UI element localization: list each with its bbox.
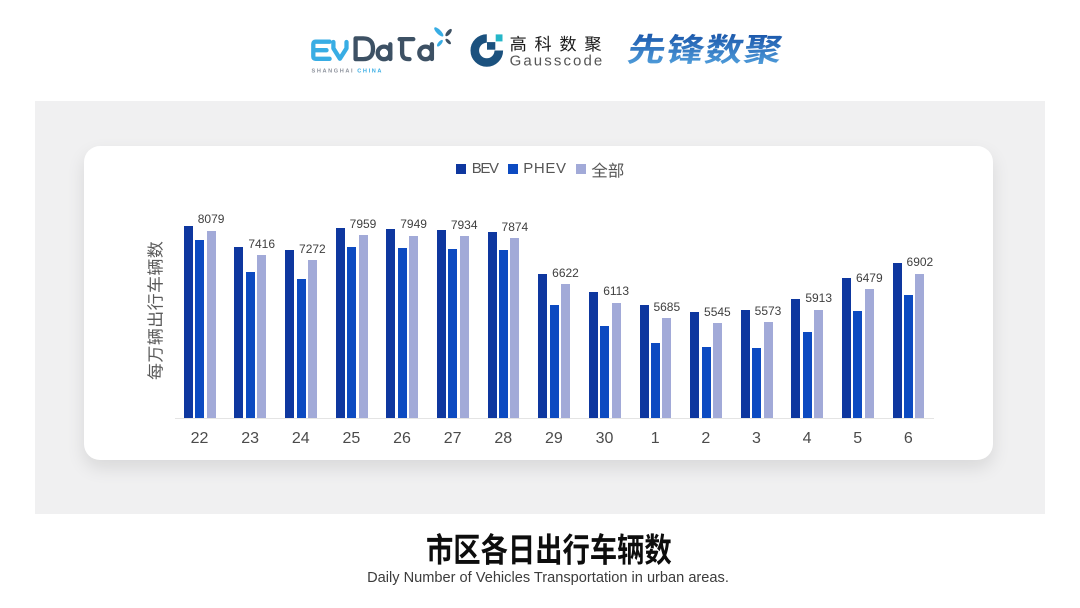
svg-text:Gausscode: Gausscode: [510, 52, 605, 69]
svg-text:SHANGHAI CHINA: SHANGHAI CHINA: [312, 69, 384, 75]
